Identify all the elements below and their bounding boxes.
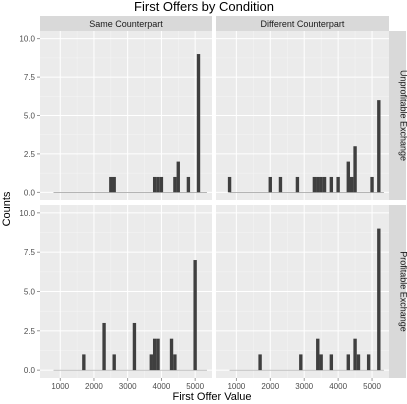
histogram-bar xyxy=(193,260,197,371)
histogram-bar xyxy=(268,176,272,193)
y-tick-label: 7.5 xyxy=(24,73,36,82)
histogram-bar xyxy=(112,176,116,193)
histogram-bar xyxy=(329,176,334,193)
histogram-bar xyxy=(295,176,300,193)
histogram-bar xyxy=(366,354,371,371)
y-tick-label: 10.0 xyxy=(19,35,35,44)
x-tick-label: 5000 xyxy=(363,382,381,391)
histogram-bar xyxy=(227,176,232,193)
histogram-bar xyxy=(102,322,106,371)
histogram-bar xyxy=(377,228,381,371)
histogram-bar xyxy=(312,176,317,193)
x-tick-label: 3000 xyxy=(119,382,137,391)
histogram-bar xyxy=(156,176,160,193)
histogram-bar xyxy=(356,354,361,371)
histogram-bar xyxy=(152,338,157,371)
x-tick-label: 2000 xyxy=(261,382,279,391)
histogram-bar xyxy=(349,176,354,193)
y-tick-label: 2.5 xyxy=(24,150,36,159)
strips-layer: Same Counterpart Different Counterpart Unp… xyxy=(40,16,407,378)
histogram-bar xyxy=(109,176,113,193)
histogram-bar xyxy=(346,354,350,371)
x-tick-label: 4000 xyxy=(153,382,171,391)
y-tick-label: 10.0 xyxy=(19,209,35,218)
y-tick-label: 0.0 xyxy=(24,188,36,197)
y-tick-label: 2.5 xyxy=(24,327,36,336)
x-tick-label: 5000 xyxy=(186,382,204,391)
y-axis-layer: 0.0 2.5 5.0 7.5 10.0 0.0 2.5 5.0 7.5 10.0 xyxy=(19,35,40,375)
column-strip xyxy=(40,16,212,31)
histogram-bar xyxy=(316,176,320,193)
histogram-bar xyxy=(186,176,191,193)
y-axis-title: Counts xyxy=(1,191,13,226)
histogram-bar xyxy=(377,100,381,193)
histogram-bar xyxy=(82,354,86,371)
histogram-bar xyxy=(112,354,116,371)
histogram-bar xyxy=(336,176,340,193)
panels-layer xyxy=(40,31,389,378)
histogram-bar xyxy=(173,176,177,193)
x-tick-label: 2000 xyxy=(85,382,103,391)
panel-2-1 xyxy=(216,31,389,200)
histogram-bar xyxy=(258,354,262,371)
row-strip xyxy=(389,31,406,200)
histogram-bar xyxy=(156,338,160,371)
x-axis-layer: 1000 2000 3000 4000 5000 1000 2000 3000 4000 5000 xyxy=(51,378,381,391)
row-strip-label: Unprofitable Exchange xyxy=(399,70,407,161)
y-tick-label: 5.0 xyxy=(24,288,36,297)
histogram-bar xyxy=(152,176,157,193)
histogram-bar xyxy=(322,176,327,193)
histogram-bar xyxy=(159,176,164,193)
histogram-bar xyxy=(353,338,357,371)
column-strip-label: Same Counterpart xyxy=(89,19,163,29)
histogram-bar xyxy=(370,176,374,193)
histogram-bar xyxy=(319,176,323,193)
panel-1-1 xyxy=(40,31,212,200)
panel-2-2 xyxy=(216,205,389,378)
column-strip-label: Different Counterpart xyxy=(261,19,345,29)
y-tick-label: 0.0 xyxy=(24,366,36,375)
histogram-bar xyxy=(319,354,323,371)
row-strip-label: Profitable Exchange xyxy=(399,251,407,332)
y-tick-label: 5.0 xyxy=(24,112,36,121)
histogram-bar xyxy=(169,338,174,371)
histogram-bar xyxy=(196,54,201,193)
histogram-bar xyxy=(173,354,177,371)
histogram-bar xyxy=(176,161,180,193)
row-strip xyxy=(389,205,406,378)
histogram-bar xyxy=(329,354,334,371)
x-tick-label: 1000 xyxy=(51,382,69,391)
histogram-bar xyxy=(346,161,350,193)
x-axis-title: First Offer Value xyxy=(172,391,251,403)
histogram-bar xyxy=(278,176,283,193)
chart-title: First Offers by Condition xyxy=(134,0,274,14)
x-tick-label: 1000 xyxy=(227,382,245,391)
x-tick-label: 3000 xyxy=(295,382,313,391)
y-tick-label: 7.5 xyxy=(24,248,36,257)
histogram-bar xyxy=(149,354,153,371)
panel-1-2 xyxy=(40,205,212,378)
histogram-bar xyxy=(316,338,320,371)
column-strip xyxy=(216,16,389,31)
histogram-bar xyxy=(353,146,357,193)
histogram-bar xyxy=(299,354,303,371)
histogram-bar xyxy=(132,322,137,371)
x-tick-label: 4000 xyxy=(329,382,347,391)
